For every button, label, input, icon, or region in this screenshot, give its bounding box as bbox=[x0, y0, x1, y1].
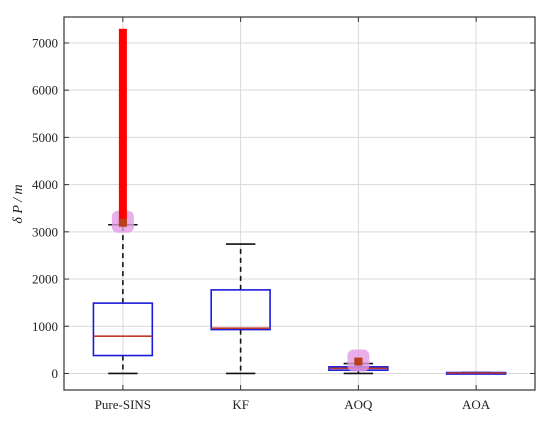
y-tick-label: 5000 bbox=[32, 130, 58, 145]
y-tick-label: 4000 bbox=[32, 177, 58, 192]
axis-ticks: 0 1000 2000 3000 4000 5000 6000 7000 Pure-SINS KF… bbox=[32, 17, 535, 412]
y-axis-label: δ P / m bbox=[11, 184, 26, 223]
y-tick-label: 1000 bbox=[32, 319, 58, 334]
outlier-marker bbox=[354, 357, 363, 366]
x-tick-label: KF bbox=[232, 397, 249, 412]
y-tick-label: 6000 bbox=[32, 83, 58, 98]
boxes bbox=[92, 28, 507, 375]
box-group bbox=[328, 349, 389, 375]
iqr-box bbox=[210, 289, 271, 331]
box-group bbox=[445, 371, 507, 375]
outlier-marker bbox=[118, 218, 127, 227]
y-tick-label: 2000 bbox=[32, 272, 58, 287]
box-group bbox=[210, 243, 271, 375]
box-group bbox=[92, 28, 154, 375]
x-tick-label: Pure-SINS bbox=[95, 397, 151, 412]
y-tick-label: 7000 bbox=[32, 35, 58, 50]
y-tick-label: 0 bbox=[52, 366, 59, 381]
x-tick-label: AOA bbox=[462, 397, 491, 412]
y-tick-label: 3000 bbox=[32, 224, 58, 239]
plot-frame bbox=[63, 16, 536, 391]
iqr-box bbox=[92, 302, 154, 357]
x-tick-label: AOQ bbox=[344, 397, 373, 412]
grid-lines bbox=[64, 17, 535, 390]
outlier-markers bbox=[118, 28, 127, 225]
